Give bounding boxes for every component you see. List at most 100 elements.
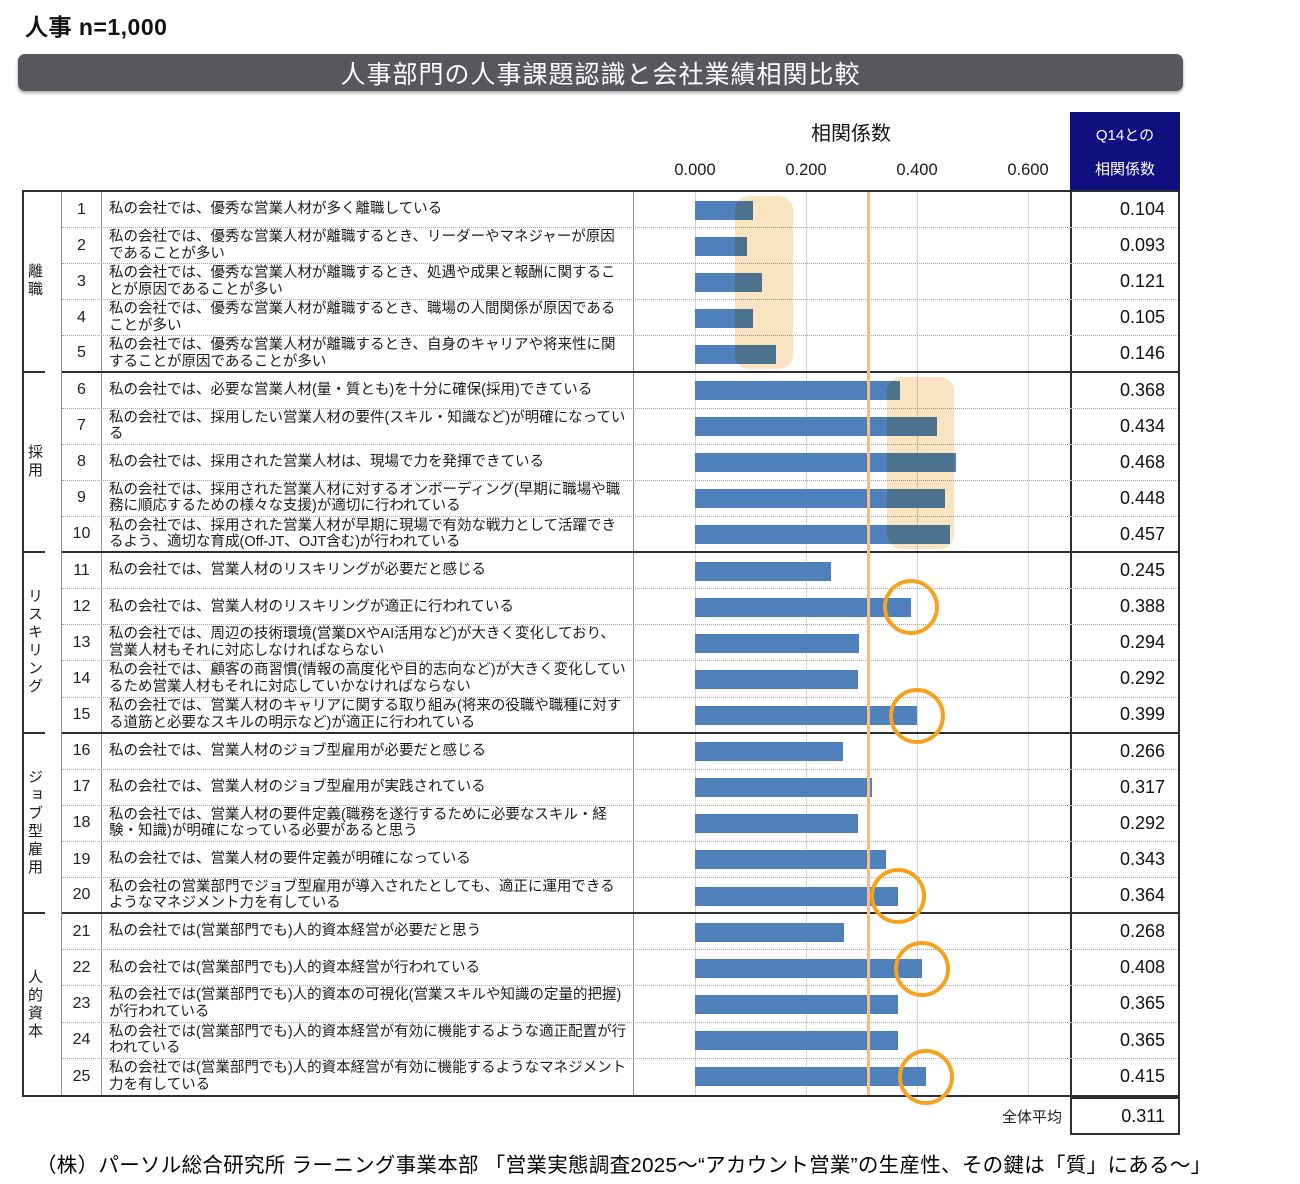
item-label: 私の会社では、採用された営業人材が早期に現場で有効な戦力として活躍できるよう、適… <box>102 516 634 552</box>
bar <box>695 1031 899 1051</box>
axis-tick: 0.000 <box>674 161 716 179</box>
bar <box>695 1067 927 1087</box>
item-number: 5 <box>62 336 102 371</box>
item-number: 14 <box>62 661 102 697</box>
item-number: 1 <box>62 192 102 228</box>
item-number: 18 <box>62 805 102 841</box>
group-label: リスキリング <box>24 553 45 734</box>
table-row: 2 私の会社では、優秀な営業人材が離職するとき、リーダーやマネジャーが原因である… <box>62 228 1178 265</box>
item-label: 私の会社では、顧客の商習慣(情報の高度化や目的志向など)が大きく変化しているため… <box>102 661 634 697</box>
bar-cell <box>634 300 1072 336</box>
table-row: 7 私の会社では、採用したい営業人材の要件(スキル・知識など)が明確になっている… <box>62 408 1178 445</box>
item-label: 私の会社では、営業人材のジョブ型雇用が実践されている <box>102 769 634 805</box>
correlation-value: 0.317 <box>1119 776 1165 797</box>
bar <box>695 633 859 653</box>
bar-cell <box>634 914 1072 950</box>
item-label: 私の会社では、必要な営業人材(量・質とも)を十分に確保(採用)できている <box>102 372 634 408</box>
correlation-value: 0.368 <box>1119 379 1165 400</box>
table-row: 10 私の会社では、採用された営業人材が早期に現場で有効な戦力として活躍できるよ… <box>62 516 1178 554</box>
item-number: 12 <box>62 589 102 625</box>
bar <box>695 561 832 581</box>
bar <box>695 236 747 256</box>
bar-cell <box>634 408 1072 444</box>
correlation-value: 0.457 <box>1119 523 1165 544</box>
table-row: 24 私の会社では(営業部門でも)人的資本経営が有効に機能するような適正配置が行… <box>62 1022 1178 1059</box>
bar <box>695 453 956 473</box>
item-label: 私の会社では、採用された営業人材は、現場で力を発揮できている <box>102 444 634 480</box>
table-row: 20 私の会社の営業部門でジョブ型雇用が導入されたとしても、適正に運用できるよう… <box>62 878 1178 915</box>
sample-size-label: 人事 n=1,000 <box>25 14 168 40</box>
bar <box>695 886 898 906</box>
bar-cell <box>634 228 1072 264</box>
q14-header-line2: 相関係数 <box>1094 160 1155 178</box>
item-label: 私の会社では、優秀な営業人材が多く離職している <box>102 192 634 228</box>
correlation-value: 0.121 <box>1119 271 1165 292</box>
bar <box>695 381 900 401</box>
item-label: 私の会社では、営業人材の要件定義(職務を遂行するために必要なスキル・経験・知識)… <box>102 805 634 841</box>
bar-cell <box>634 986 1072 1022</box>
axis-title: 相関係数 <box>811 123 891 145</box>
correlation-table: 離職 採用 リスキリング ジョブ型雇用 人的資本 1 私の会社では、優秀な営業人… <box>22 190 1180 1105</box>
item-number: 2 <box>62 228 102 264</box>
item-number: 24 <box>62 1022 102 1058</box>
correlation-value: 0.294 <box>1119 632 1165 653</box>
bar-cell <box>634 444 1072 480</box>
overall-average-row: 全体平均 0.311 <box>22 1097 1180 1135</box>
row-stack: 1 私の会社では、優秀な営業人材が多く離職している 0.104 2 私の会社では… <box>62 192 1178 1095</box>
table-row: 16 私の会社では、営業人材のジョブ型雇用が必要だと感じる 0.266 <box>62 733 1178 770</box>
group-label-column: 離職 採用 リスキリング ジョブ型雇用 人的資本 <box>24 192 62 1095</box>
item-label: 私の会社では(営業部門でも)人的資本経営が有効に機能するような適正配置が行われて… <box>102 1022 634 1058</box>
item-label: 私の会社では、採用したい営業人材の要件(スキル・知識など)が明確になっている <box>102 408 634 444</box>
bar <box>695 922 845 942</box>
item-number: 11 <box>62 553 102 589</box>
correlation-value: 0.365 <box>1119 1029 1165 1050</box>
q14-header-line1: Q14との <box>1095 126 1155 144</box>
bar <box>695 597 912 617</box>
overall-average-label: 全体平均 <box>1001 1108 1062 1126</box>
item-number: 19 <box>62 841 102 878</box>
correlation-value: 0.292 <box>1119 668 1165 689</box>
item-number: 20 <box>62 878 102 913</box>
correlation-value: 0.104 <box>1119 199 1165 220</box>
table-row: 23 私の会社では(営業部門でも)人的資本の可視化(営業スキルや知識の定量的把握… <box>62 986 1178 1023</box>
bar-cell <box>634 264 1072 300</box>
axis-tick: 0.400 <box>896 161 938 179</box>
item-number: 21 <box>62 914 102 950</box>
table-row: 9 私の会社では、採用された営業人材に対するオンボーディング(早期に職場や職務に… <box>62 480 1178 517</box>
item-number: 4 <box>62 300 102 336</box>
item-label: 私の会社では、優秀な営業人材が離職するとき、処遇や成果と報酬に関することが原因で… <box>102 264 634 300</box>
bar-cell <box>634 192 1072 228</box>
correlation-value: 0.388 <box>1119 596 1165 617</box>
bar-cell <box>634 589 1072 625</box>
bar <box>695 742 844 762</box>
bar-cell <box>634 1058 1072 1095</box>
bar-cell <box>634 697 1072 732</box>
item-label: 私の会社では、採用された営業人材に対するオンボーディング(早期に職場や職務に順応… <box>102 480 634 516</box>
table-row: 21 私の会社では(営業部門でも)人的資本経営が必要だと思う 0.268 <box>62 914 1178 951</box>
correlation-value: 0.245 <box>1119 560 1165 581</box>
bar-cell <box>634 516 1072 552</box>
correlation-value: 0.415 <box>1119 1066 1165 1087</box>
item-number: 23 <box>62 986 102 1022</box>
item-label: 私の会社では、周辺の技術環境(営業DXやAI活用など)が大きく変化しており、営業… <box>102 625 634 661</box>
correlation-value: 0.292 <box>1119 812 1165 833</box>
bar <box>695 489 945 509</box>
item-label: 私の会社では(営業部門でも)人的資本経営が有効に機能するようなマネジメント力を有… <box>102 1058 634 1095</box>
item-number: 10 <box>62 516 102 552</box>
bar <box>695 958 923 978</box>
bar-cell <box>634 841 1072 878</box>
table-row: 1 私の会社では、優秀な営業人材が多く離職している 0.104 <box>62 192 1178 229</box>
table-row: 15 私の会社では、営業人材のキャリアに関する取り組み(将来の役職や職種に対する… <box>62 697 1178 734</box>
bar-cell <box>634 661 1072 697</box>
bar <box>695 525 950 545</box>
item-number: 6 <box>62 372 102 408</box>
bar-cell <box>634 805 1072 841</box>
bar-cell <box>634 372 1072 408</box>
item-label: 私の会社では、営業人材のリスキリングが適正に行われている <box>102 589 634 625</box>
group-label: 採用 <box>24 373 45 554</box>
correlation-value: 0.266 <box>1119 740 1165 761</box>
bar-cell <box>634 950 1072 986</box>
bar-cell <box>634 1022 1072 1058</box>
group-label: ジョブ型雇用 <box>24 734 45 915</box>
correlation-value: 0.434 <box>1119 415 1165 436</box>
